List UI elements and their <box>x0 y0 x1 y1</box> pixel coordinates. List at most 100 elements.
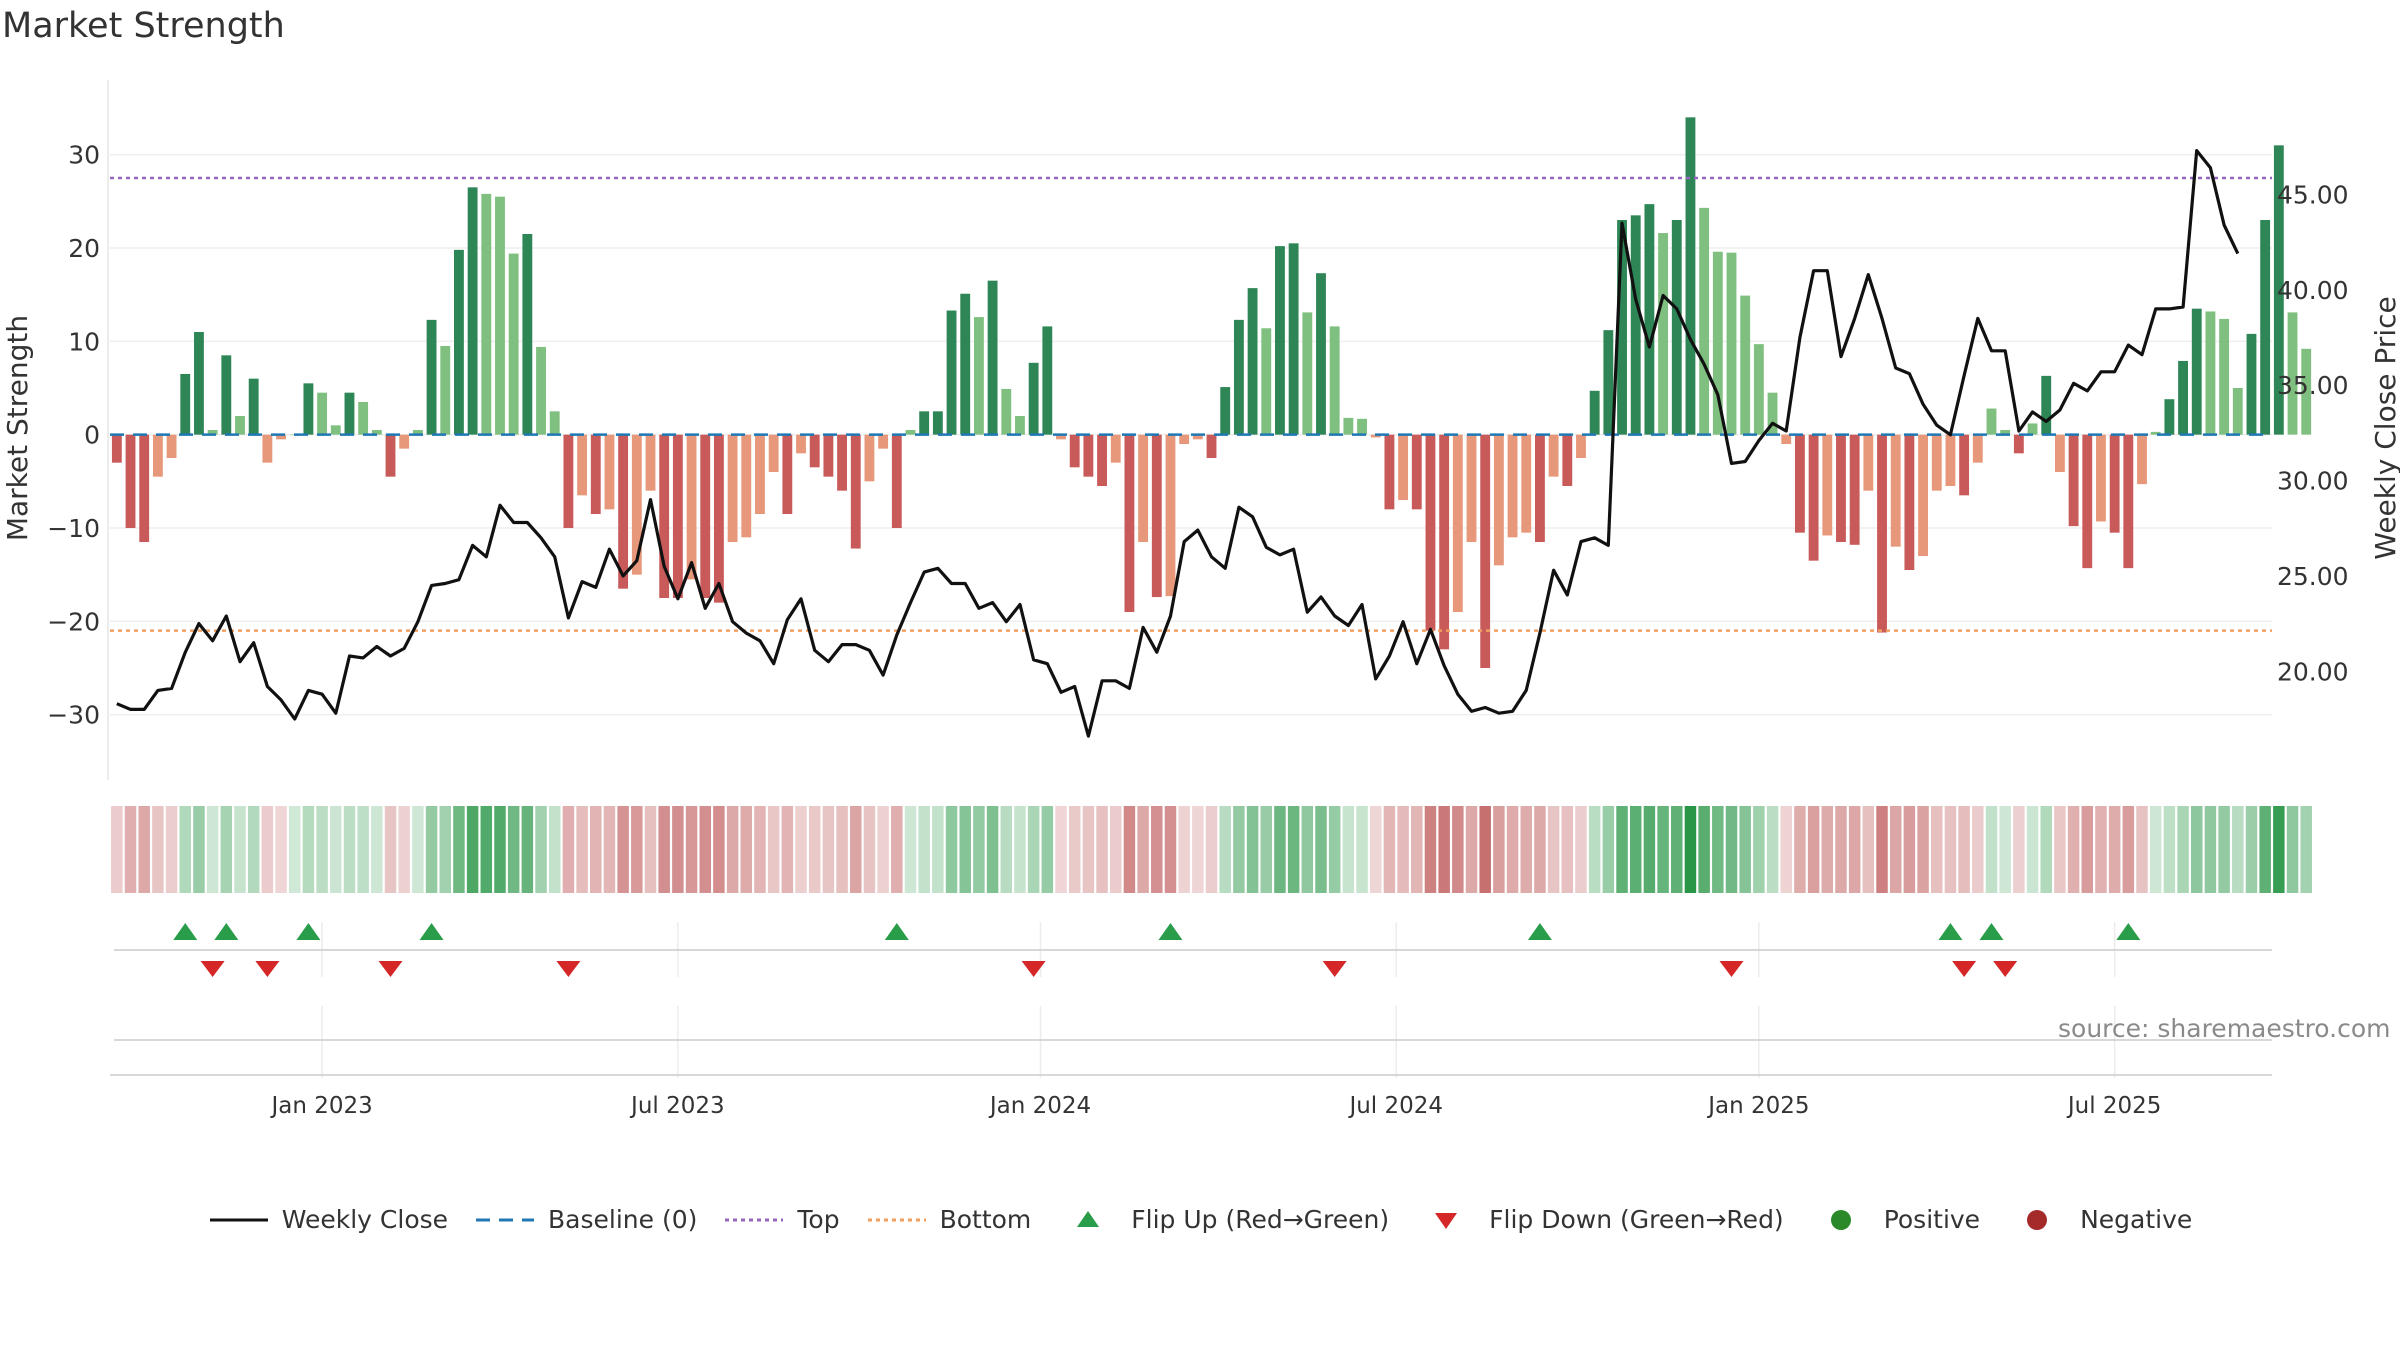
heat-cell <box>1575 806 1587 893</box>
heat-cell <box>357 806 369 893</box>
flip-down-marker <box>378 961 403 977</box>
strength-bar <box>1685 117 1696 435</box>
heat-cell <box>685 806 698 893</box>
strength-bar <box>755 434 765 514</box>
flip-down-marker <box>1719 961 1744 977</box>
legend-item-flip-down[interactable]: Flip Down (Green→Red) <box>1415 1205 1784 1234</box>
strength-bar <box>1343 417 1354 435</box>
legend-label: Flip Down (Green→Red) <box>1489 1205 1784 1234</box>
strength-bar <box>2109 434 2120 533</box>
strength-bar <box>371 430 382 435</box>
legend-item-positive[interactable]: Positive <box>1810 1205 1980 1234</box>
legend-item-weekly-close[interactable]: Weekly Close <box>208 1205 448 1234</box>
strength-bar <box>1589 390 1600 435</box>
heat-cell <box>1534 806 1546 893</box>
heat-cell <box>247 806 260 893</box>
heat-cell <box>138 806 150 893</box>
heat-cell <box>2108 806 2121 893</box>
heat-cell <box>1588 806 1601 893</box>
heat-cell <box>1794 806 1806 893</box>
heat-cell <box>507 806 520 893</box>
heat-cell <box>1739 806 1751 893</box>
flip-down-marker <box>1952 961 1977 977</box>
heat-cell <box>2081 806 2094 893</box>
flip-down-marker <box>1322 961 1347 977</box>
heat-cell <box>1479 806 1491 893</box>
strength-bar <box>1753 344 1764 435</box>
heat-cell <box>261 806 274 893</box>
strength-bar <box>2205 311 2216 435</box>
legend-item-bottom[interactable]: Bottom <box>866 1205 1031 1234</box>
strength-bar <box>1699 207 1710 435</box>
heat-cell <box>343 806 356 893</box>
heat-cell <box>1903 806 1916 893</box>
heat-cell <box>521 806 534 893</box>
strength-bar <box>577 434 588 496</box>
strength-bar <box>809 434 820 468</box>
heat-cell <box>152 806 164 893</box>
heat-cell <box>2067 806 2080 893</box>
strength-bar <box>1288 243 1299 435</box>
flip-down-marker <box>255 961 280 977</box>
strength-bar <box>878 434 889 449</box>
heat-cell <box>1082 806 1095 893</box>
strength-bar <box>823 434 834 477</box>
strength-bar <box>987 280 998 435</box>
heat-cell <box>945 806 958 893</box>
strength-bar <box>1493 434 1504 566</box>
heat-cell <box>206 806 219 893</box>
flip-down-marker <box>200 961 225 977</box>
legend-item-flip-up[interactable]: Flip Up (Red→Green) <box>1057 1205 1389 1234</box>
strength-bar <box>1945 434 1956 486</box>
strength-bar <box>262 434 273 463</box>
heat-cell <box>1848 806 1861 893</box>
heat-cell <box>1889 806 1902 893</box>
heat-cell <box>1602 806 1615 893</box>
strength-bar <box>1370 434 1381 438</box>
legend-item-top[interactable]: Top <box>723 1205 840 1234</box>
strength-bar <box>2164 399 2175 435</box>
strength-bar <box>2013 434 2024 454</box>
heat-cell <box>1369 806 1382 893</box>
strength-bar <box>1849 434 1860 545</box>
strength-bar <box>2232 388 2243 435</box>
strength-bar <box>1452 434 1463 612</box>
strength-bar <box>276 434 286 440</box>
legend-item-baseline[interactable]: Baseline (0) <box>474 1205 697 1234</box>
strength-bar <box>1822 434 1833 536</box>
strength-bar <box>1548 434 1559 477</box>
strength-bar <box>2054 434 2065 472</box>
flip-down-marker <box>556 961 581 977</box>
strength-bar <box>905 430 916 435</box>
heat-cell <box>275 806 287 893</box>
heat-cell <box>808 806 821 893</box>
strength-bar <box>1233 319 1244 435</box>
heat-cell <box>1452 806 1464 893</box>
strength-bar <box>2082 434 2093 569</box>
strength-bar <box>919 411 930 435</box>
strength-bar <box>727 434 738 542</box>
strength-bar <box>1247 288 1258 435</box>
strength-bar <box>399 434 410 449</box>
heat-cell <box>1876 806 1888 893</box>
strength-bar <box>1110 434 1121 463</box>
dashed-line-icon <box>476 1218 535 1221</box>
heat-cell <box>453 806 465 893</box>
heat-cell <box>398 806 410 893</box>
strength-bar <box>412 430 423 435</box>
strength-bar <box>645 434 656 491</box>
flip-up-marker <box>1527 923 1552 940</box>
heat-cell <box>1547 806 1560 893</box>
strength-bar <box>536 346 546 435</box>
heat-cell <box>1958 806 1970 893</box>
strength-bar <box>1480 434 1491 668</box>
legend-item-negative[interactable]: Negative <box>2006 1205 2192 1234</box>
heat-cell <box>2259 806 2271 893</box>
strength-bar <box>1877 434 1887 633</box>
heat-cell <box>1356 806 1368 893</box>
strength-bar <box>1206 434 1217 458</box>
x-tick-label: Jul 2023 <box>629 1093 725 1119</box>
heat-cell <box>713 806 725 893</box>
strength-bar <box>1603 330 1614 435</box>
heat-cell <box>1985 806 1998 893</box>
